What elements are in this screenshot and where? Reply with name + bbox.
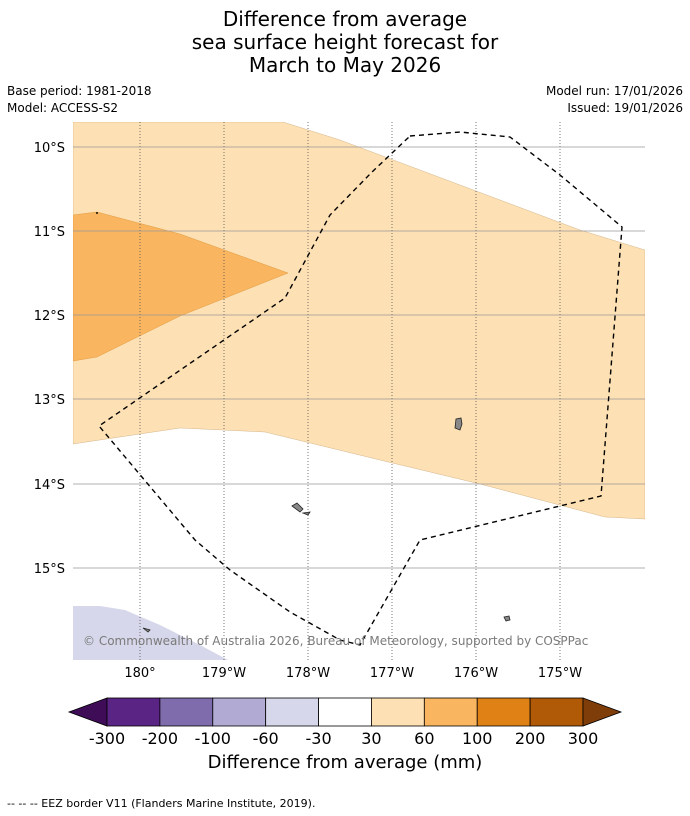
model-run: Model run: 17/01/2026 <box>545 84 683 98</box>
colorbar-swatches <box>67 697 623 727</box>
lat-label-10s: 10°S <box>34 141 65 156</box>
eez-border <box>96 131 623 646</box>
anomaly-band-60-100 <box>73 211 289 362</box>
model-name: Model: ACCESS-S2 <box>7 101 119 115</box>
colorbar-title: Difference from average (mm) <box>207 752 483 773</box>
island-1 <box>454 417 463 431</box>
colorbar-tick-label: 200 <box>515 729 546 748</box>
lat-label-14s: 14°S <box>34 478 65 493</box>
anomaly-band-neg-60-30 <box>73 606 228 660</box>
colorbar-swatch <box>529 697 584 727</box>
colorbar-swatch <box>159 697 214 727</box>
colorbar-tick-label: -200 <box>142 729 178 748</box>
lat-label-15s: 15°S <box>34 562 65 577</box>
title-line-3: March to May 2026 <box>248 53 442 77</box>
colorbar-extend-low <box>67 697 108 727</box>
lat-label-11s: 11°S <box>34 225 65 240</box>
colorbar-tick-label: -60 <box>253 729 279 748</box>
lon-label-176w: 176°W <box>454 666 498 681</box>
colorbar-swatch <box>423 697 478 727</box>
lat-label-12s: 12°S <box>34 309 65 324</box>
meta-left: Base period: 1981-2018 Model: ACCESS-S2 <box>7 83 152 117</box>
copyright-text: © Commonwealth of Australia 2026, Bureau… <box>83 634 588 648</box>
lat-labels: 10°S 11°S 12°S 13°S 14°S 15°S <box>34 141 65 577</box>
colorbar-tick-label: 100 <box>462 729 493 748</box>
colorbar-tick-label: -30 <box>305 729 331 748</box>
colorbar-swatch <box>265 697 319 727</box>
colorbar-labels: -300 -200 -100 -60 -30 30 60 100 200 300 <box>89 729 598 748</box>
island-5 <box>142 627 151 633</box>
islands <box>142 417 511 633</box>
meta-right: Model run: 17/01/2026 Issued: 19/01/2026 <box>546 83 683 117</box>
colorbar-swatch <box>106 697 161 727</box>
colorbar-swatch <box>476 697 531 727</box>
title-line-1: Difference from average <box>222 7 468 31</box>
island-2 <box>291 502 304 513</box>
base-period: Base period: 1981-2018 <box>7 84 152 98</box>
lon-label-175w: 175°W <box>538 666 582 681</box>
island-3 <box>301 511 311 516</box>
lat-gridlines <box>73 146 645 569</box>
colorbar-tick-label: -300 <box>89 729 125 748</box>
title-line-2: sea surface height forecast for <box>191 30 499 54</box>
colorbar-tick-label: 60 <box>414 729 434 748</box>
issued-date: Issued: 19/01/2026 <box>567 101 683 115</box>
lon-label-180: 180° <box>124 666 155 681</box>
lon-label-179w: 179°W <box>202 666 246 681</box>
colorbar: -300 -200 -100 -60 -30 30 60 100 200 300 <box>67 697 623 748</box>
colorbar-tick-label: -100 <box>195 729 231 748</box>
lat-label-13s: 13°S <box>34 393 65 408</box>
lon-label-177w: 177°W <box>370 666 414 681</box>
chart-title: Difference from average sea surface heig… <box>0 8 690 77</box>
colorbar-extend-high <box>582 697 623 727</box>
eez-legend-footer: -- -- -- EEZ border V11 (Flanders Marine… <box>7 797 316 810</box>
anomaly-band-30-60 <box>73 122 645 520</box>
colorbar-tick-label: 30 <box>361 729 381 748</box>
map: 10°S 11°S 12°S 13°S 14°S 15°S 180° 179°W… <box>34 122 645 681</box>
island-4 <box>503 615 511 622</box>
lon-labels: 180° 179°W 178°W 177°W 176°W 175°W <box>124 666 582 681</box>
colorbar-tick-label: 300 <box>568 729 599 748</box>
colorbar-swatch <box>318 697 372 727</box>
lon-label-178w: 178°W <box>286 666 330 681</box>
colorbar-swatch <box>371 697 425 727</box>
colorbar-swatch <box>212 697 267 727</box>
